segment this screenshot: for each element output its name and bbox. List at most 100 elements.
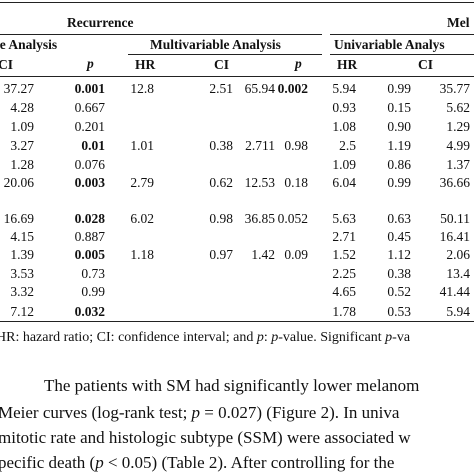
- table-bottom-rule: [0, 321, 474, 322]
- table-footnote: HR: hazard ratio; CI: confidence interva…: [0, 330, 410, 346]
- cell-ci-low-right: 1.12: [387, 247, 411, 262]
- cell-hr-mid: 12.8: [130, 81, 154, 96]
- body-line-4-part-a: pecific death (: [0, 453, 96, 472]
- cell-ci-low-mid: 0.62: [209, 175, 233, 190]
- table-top-rule: [0, 2, 474, 3]
- cell-ci-high-mid: 36.85: [244, 211, 275, 226]
- footnote-p-symbol-3: p: [385, 330, 393, 345]
- body-line-4: pecific death (p < 0.05) (Table 2). Afte…: [0, 453, 394, 473]
- recurrence-underline: [0, 34, 322, 35]
- body-line-2-part-b: = 0.027) (Figure 2). In univa: [200, 403, 400, 422]
- cell-p-left: 0.001: [74, 81, 105, 96]
- cell-hr-mid: 6.02: [130, 211, 154, 226]
- cell-p-left: 0.99: [81, 284, 105, 299]
- cell-ci-high-right: 13.4: [446, 266, 470, 281]
- col-header-ci-right: CI: [418, 57, 434, 72]
- group-header-melanoma: Mel: [447, 15, 470, 30]
- cell-ci-high-right: 5.94: [446, 304, 470, 319]
- footnote-text-2: :: [263, 330, 272, 345]
- body-line-1: The patients with SM had significantly l…: [44, 376, 420, 395]
- cell-ci-high-right: 2.06: [446, 247, 470, 262]
- footnote-text-3: -value. Significant: [278, 330, 386, 345]
- group-header-recurrence: Recurrence: [67, 15, 134, 30]
- cell-hr-right: 5.63: [332, 211, 356, 226]
- cell-ci-low-left: 1.09: [10, 119, 34, 134]
- cell-ci-low-right: 0.45: [387, 229, 411, 244]
- cell-ci-low-right: 0.86: [387, 157, 411, 172]
- cell-ci-high-mid: 65.94: [244, 81, 275, 96]
- cell-p-left: 0.005: [74, 247, 105, 262]
- cell-ci-low-left: 7.12: [10, 304, 34, 319]
- cell-p-mid: 0.002: [277, 81, 308, 96]
- cell-ci-low-left: 16.69: [3, 211, 34, 226]
- cell-p-left: 0.887: [74, 229, 105, 244]
- univariable-right-underline: [330, 54, 474, 55]
- subheader-univariable-left: le Analysis: [0, 37, 58, 52]
- cell-ci-low-left: 1.28: [10, 157, 34, 172]
- cell-ci-high-mid: 1.42: [251, 247, 275, 262]
- cell-ci-low-left: 3.32: [10, 284, 34, 299]
- cell-ci-high-mid: 2.711: [245, 138, 275, 153]
- cell-ci-low-left: 37.27: [3, 81, 34, 96]
- cell-p-left: 0.028: [74, 211, 105, 226]
- body-line-4-part-b: < 0.05) (Table 2). After controlling for…: [103, 453, 395, 472]
- cell-hr-right: 2.71: [332, 229, 356, 244]
- cell-ci-high-right: 50.11: [440, 211, 470, 226]
- cell-ci-low-right: 0.53: [387, 304, 411, 319]
- multivariable-underline: [128, 54, 322, 55]
- cell-p-left: 0.003: [74, 175, 105, 190]
- cell-ci-low-mid: 0.38: [209, 138, 233, 153]
- cell-ci-high-right: 1.37: [446, 157, 470, 172]
- subheader-multivariable: Multivariable Analysis: [150, 37, 281, 52]
- body-line-3: mitotic rate and histologic subtype (SSM…: [0, 428, 411, 447]
- col-header-hr-right: HR: [337, 57, 358, 72]
- cell-ci-high-right: 16.41: [439, 229, 470, 244]
- cell-ci-low-right: 0.38: [387, 266, 411, 281]
- melanoma-underline: [330, 34, 474, 35]
- cell-hr-right: 0.93: [332, 100, 356, 115]
- body-line-4-p-symbol: p: [95, 453, 104, 472]
- cell-hr-right: 4.65: [332, 284, 356, 299]
- cell-ci-high-right: 4.99: [446, 138, 470, 153]
- cell-ci-low-right: 0.52: [387, 284, 411, 299]
- cell-hr-right: 1.09: [332, 157, 356, 172]
- body-line-2-p-symbol: p: [191, 403, 201, 422]
- cell-ci-low-left: 1.39: [10, 247, 34, 262]
- body-line-2-part-a: Meier curves (log-rank test;: [0, 403, 192, 422]
- cell-hr-mid: 1.18: [130, 247, 154, 262]
- cell-ci-low-right: 0.63: [387, 211, 411, 226]
- cell-p-left: 0.076: [74, 157, 105, 172]
- cell-ci-high-right: 5.62: [446, 100, 470, 115]
- col-header-ci-left: CI: [0, 57, 14, 72]
- cell-hr-mid: 2.79: [130, 175, 154, 190]
- cell-p-left: 0.667: [74, 100, 105, 115]
- cell-ci-high-right: 1.29: [446, 119, 470, 134]
- cell-ci-low-left: 4.15: [10, 229, 34, 244]
- cell-hr-right: 2.5: [339, 138, 356, 153]
- table-header-rule: [0, 76, 474, 77]
- cell-hr-mid: 1.01: [130, 138, 154, 153]
- cell-hr-right: 1.52: [332, 247, 356, 262]
- cell-p-mid: 0.18: [284, 175, 308, 190]
- cell-p-left: 0.201: [74, 119, 105, 134]
- footnote-text-4: -va: [392, 330, 411, 345]
- col-header-p-left: p: [87, 56, 94, 71]
- subheader-univariable-right: Univariable Analys: [334, 37, 445, 52]
- body-line-2: Meier curves (log-rank test; p = 0.027) …: [0, 403, 399, 423]
- cell-ci-low-left: 20.06: [3, 175, 34, 190]
- col-header-hr-mid: HR: [135, 57, 156, 72]
- cell-ci-low-left: 3.53: [10, 266, 34, 281]
- cell-ci-low-right: 1.19: [387, 138, 411, 153]
- footnote-p-symbol-1: p: [256, 330, 264, 345]
- cell-p-mid: 0.09: [284, 247, 308, 262]
- cell-p-mid: 0.98: [284, 138, 308, 153]
- cell-hr-right: 6.04: [332, 175, 356, 190]
- footnote-text-1: HR: hazard ratio; CI: confidence interva…: [0, 330, 257, 345]
- cell-ci-low-right: 0.99: [387, 175, 411, 190]
- cell-hr-right: 2.25: [332, 266, 356, 281]
- footnote-p-symbol-2: p: [271, 330, 279, 345]
- cell-ci-high-right: 36.66: [439, 175, 470, 190]
- col-header-p-mid: p: [295, 56, 302, 71]
- cell-ci-high-mid: 12.53: [244, 175, 275, 190]
- cell-p-left: 0.01: [81, 138, 105, 153]
